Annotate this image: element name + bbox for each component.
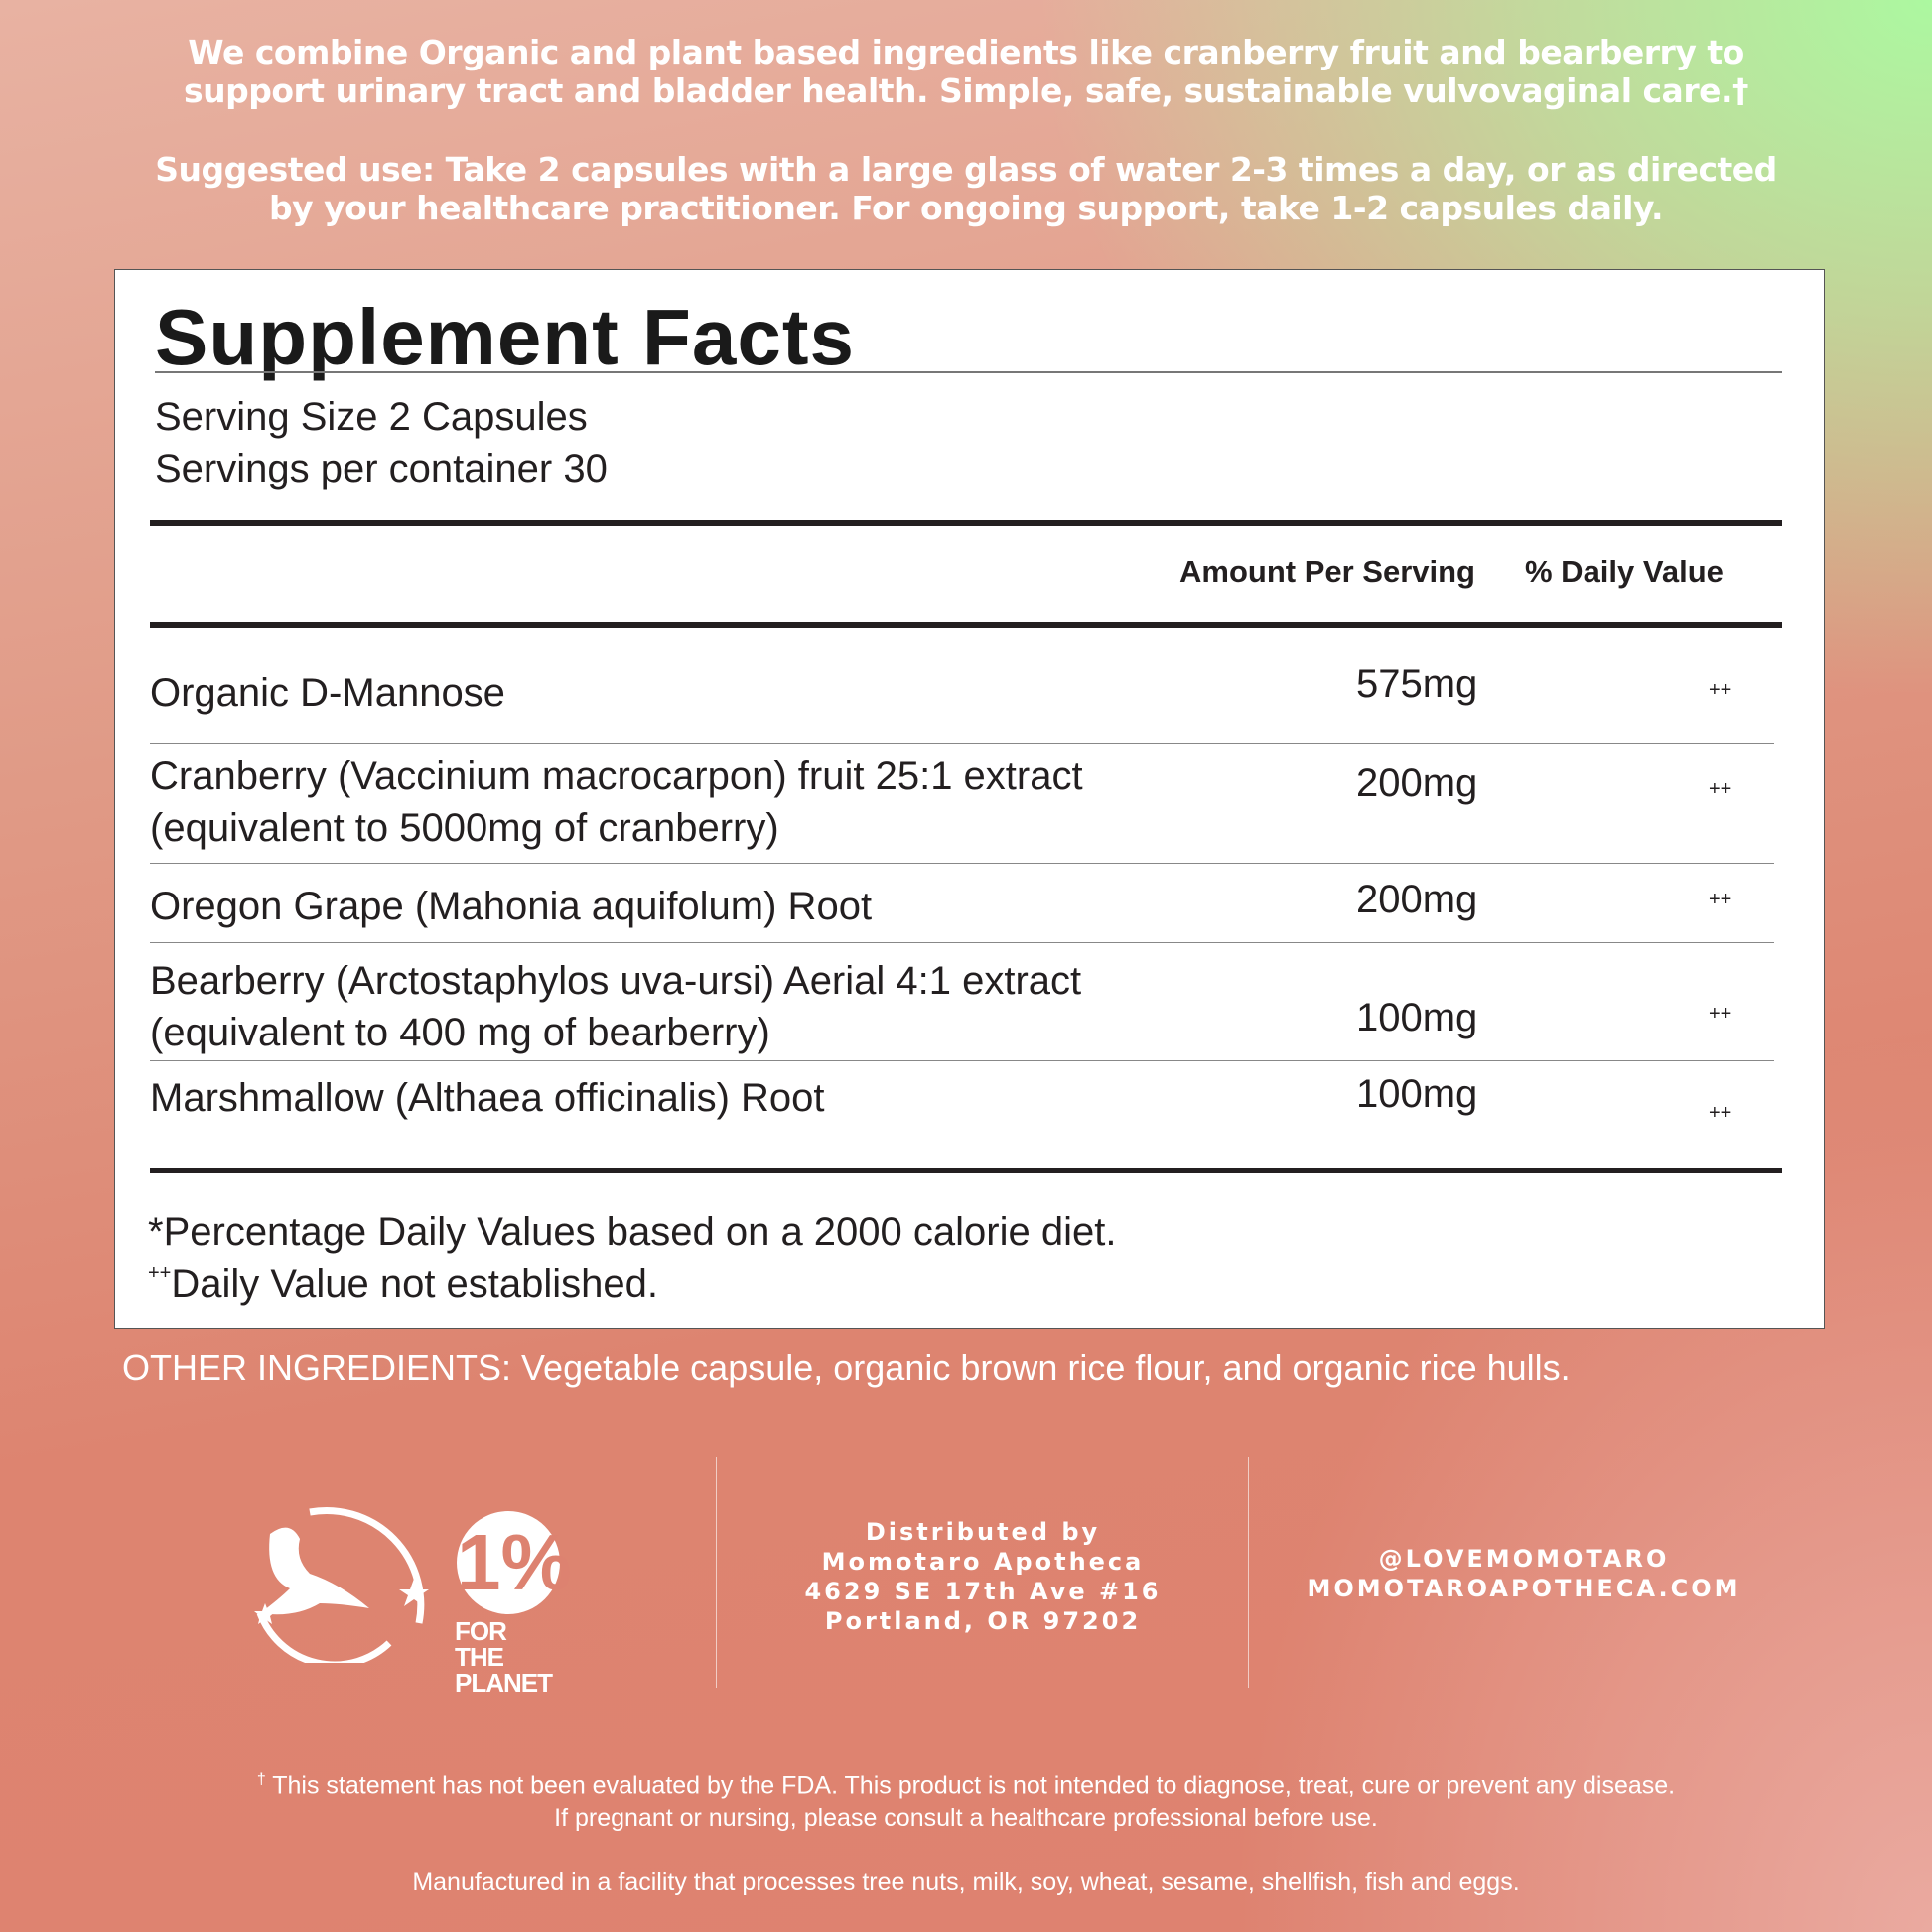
allergen-statement: Manufactured in a facility that processe… (412, 1868, 1520, 1896)
usage-text: Suggested use: Take 2 capsules with a la… (155, 150, 1777, 227)
header-amount: Amount Per Serving (1179, 554, 1475, 589)
divider (150, 942, 1774, 943)
divider (1248, 1457, 1249, 1688)
divider (150, 1060, 1774, 1061)
divider (716, 1457, 717, 1688)
website-link[interactable]: MOMOTAROAPOTHECA.COM (1307, 1575, 1741, 1602)
one-percent-for-the-planet-logo: 1% FOR THE PLANET (455, 1511, 572, 1696)
supplement-facts-panel: Supplement Facts Serving Size 2 Capsules… (114, 269, 1825, 1329)
ingredient-row: Marshmallow (Althaea officinalis) Root (150, 1076, 825, 1120)
header-daily-value: % Daily Value (1525, 554, 1724, 589)
ingredient-dv: ++ (1709, 1003, 1732, 1025)
intro-text: We combine Organic and plant based ingre… (183, 33, 1749, 110)
fda-disclaimer: † This statement has not been evaluated … (256, 1771, 1676, 1833)
facts-title: Supplement Facts (155, 293, 856, 381)
ingredient-amount: 200mg (1356, 761, 1478, 805)
footnote-not-established: ++Daily Value not established. (148, 1262, 659, 1306)
serving-size: Serving Size 2 Capsules (155, 395, 588, 439)
divider (155, 371, 1782, 373)
social-info: @LOVEMOMOTARO MOMOTAROAPOTHECA.COM (1256, 1544, 1792, 1603)
divider (150, 863, 1774, 864)
ingredient-amount: 100mg (1356, 996, 1478, 1039)
divider-thick (150, 1168, 1782, 1173)
divider-thick (150, 622, 1782, 628)
ingredient-dv: ++ (1709, 679, 1732, 701)
ingredient-amount: 100mg (1356, 1072, 1478, 1116)
ingredient-amount: 575mg (1356, 662, 1478, 706)
ingredient-row: Bearberry (Arctostaphylos uva-ursi) Aeri… (150, 959, 1082, 1054)
social-handle[interactable]: @LOVEMOMOTARO (1378, 1545, 1670, 1573)
ingredient-row: Oregon Grape (Mahonia aquifolum) Root (150, 885, 873, 928)
footnote-daily-values: *Percentage Daily Values based on a 2000… (148, 1210, 1117, 1254)
divider-thick (150, 520, 1782, 526)
other-ingredients: OTHER INGREDIENTS: Vegetable capsule, or… (122, 1347, 1571, 1388)
ingredient-row: Cranberry (Vaccinium macrocarpon) fruit … (150, 755, 1083, 850)
servings-per-container: Servings per container 30 (155, 447, 608, 490)
divider (150, 743, 1774, 744)
ingredient-amount: 200mg (1356, 878, 1478, 921)
ingredient-dv: ++ (1709, 1102, 1732, 1124)
ingredient-row: Organic D-Mannose (150, 671, 505, 715)
distributor-info: Distributed by Momotaro Apotheca 4629 SE… (804, 1518, 1162, 1635)
ingredient-dv: ++ (1709, 889, 1732, 910)
ingredient-dv: ++ (1709, 778, 1732, 800)
leaping-bunny-icon (220, 1504, 429, 1669)
